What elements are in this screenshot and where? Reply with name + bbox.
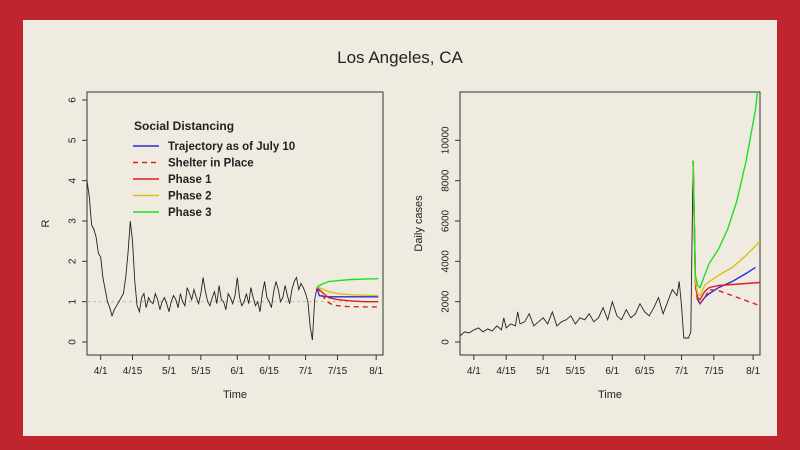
- chart1-x-tick-label: 4/15: [123, 366, 143, 377]
- chart2-x-tick-label: 6/1: [605, 366, 619, 377]
- chart1-y-tick-label: 4: [68, 177, 79, 183]
- chart2-plot-area: [459, 91, 761, 356]
- chart2-y-tick-label: 0: [441, 339, 452, 345]
- chart2-y-axis-label: Daily cases: [413, 195, 425, 252]
- page-title: Los Angeles, CA: [337, 48, 463, 67]
- chart1-x-tick-label: 6/15: [259, 366, 279, 377]
- chart1-legend-label-shelter: Shelter in Place: [168, 158, 254, 170]
- chart1-y-tick-label: 2: [68, 258, 79, 264]
- chart2-x-tick-label: 4/15: [496, 366, 516, 377]
- chart1-x-tick-label: 5/1: [162, 366, 176, 377]
- chart1-observed-line: [87, 180, 318, 341]
- chart1-legend-label-phase1: Phase 1: [168, 174, 212, 186]
- chart2-x-tick-label: 5/1: [536, 366, 550, 377]
- chart1-legend-label-phase3: Phase 3: [168, 207, 211, 219]
- chart2-observed-line: [460, 160, 694, 339]
- chart1-x-tick-label: 6/1: [230, 366, 244, 377]
- chart1-x-axis-label: Time: [223, 389, 247, 401]
- chart1-y-tick-label: 5: [68, 137, 79, 143]
- chart2-x-tick-label: 7/15: [704, 366, 724, 377]
- chart1-x-tick-label: 5/15: [191, 366, 211, 377]
- chart1-legend-label-phase2: Phase 2: [168, 191, 211, 203]
- chart1-series-phase2: [317, 286, 379, 297]
- chart2-y-tick-label: 2000: [441, 290, 452, 313]
- chart1-y-axis-label: R: [40, 219, 52, 227]
- chart2-y-tick-label: 6000: [441, 209, 452, 232]
- chart2-series-phase2: [692, 160, 760, 297]
- chart2-y-tick-label: 4000: [441, 250, 452, 273]
- chart1-x-tick-label: 8/1: [369, 366, 383, 377]
- chart1-series-phase3: [316, 278, 379, 289]
- chart2-x-tick-label: 4/1: [467, 366, 481, 377]
- chart1-y-tick-label: 0: [68, 339, 79, 345]
- chart2-x-tick-label: 8/1: [746, 366, 760, 377]
- chart2-x-tick-label: 5/15: [566, 366, 586, 377]
- chart2-series-shelter: [692, 160, 760, 307]
- chart1-x-tick-label: 7/15: [328, 366, 348, 377]
- chart1-x-tick-label: 4/1: [94, 366, 108, 377]
- chart1-series-phase1: [316, 287, 379, 303]
- chart2-series-phase3: [692, 92, 759, 289]
- chart1-y-tick-label: 3: [68, 218, 79, 224]
- chart-frame: [23, 20, 777, 436]
- chart2-x-tick-label: 7/1: [675, 366, 689, 377]
- chart1-y-tick-label: 6: [68, 97, 79, 103]
- chart1-y-tick-label: 1: [68, 298, 79, 304]
- chart1-series-shelter: [316, 287, 379, 308]
- chart1-legend-label-traj: Trajectory as of July 10: [168, 141, 295, 153]
- chart2-y-tick-label: 10000: [441, 126, 452, 154]
- chart1-x-tick-label: 7/1: [299, 366, 313, 377]
- chart1-series-traj: [316, 287, 379, 298]
- chart2-y-tick-label: 8000: [441, 169, 452, 192]
- chart2-x-axis-label: Time: [598, 389, 622, 401]
- chart1-plot-area: [86, 91, 384, 356]
- chart2-x-tick-label: 6/15: [635, 366, 655, 377]
- chart1-legend-title: Social Distancing: [134, 119, 234, 133]
